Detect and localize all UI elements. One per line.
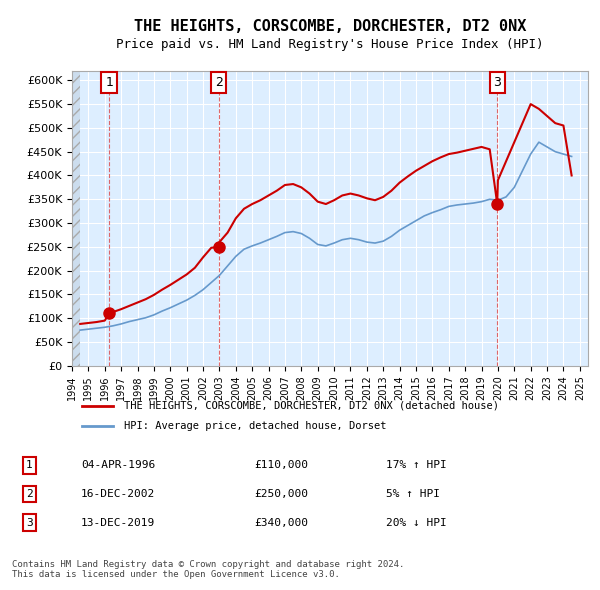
Text: 3: 3 (26, 518, 32, 527)
Text: 20% ↓ HPI: 20% ↓ HPI (386, 518, 447, 527)
Text: 2: 2 (26, 489, 32, 499)
Text: 04-APR-1996: 04-APR-1996 (81, 460, 155, 470)
Text: £340,000: £340,000 (254, 518, 308, 527)
Text: 16-DEC-2002: 16-DEC-2002 (81, 489, 155, 499)
Bar (72, 71, 80, 366)
Text: £110,000: £110,000 (254, 460, 308, 470)
Text: 3: 3 (493, 76, 501, 89)
Text: 5% ↑ HPI: 5% ↑ HPI (386, 489, 440, 499)
Text: THE HEIGHTS, CORSCOMBE, DORCHESTER, DT2 0NX (detached house): THE HEIGHTS, CORSCOMBE, DORCHESTER, DT2 … (124, 401, 499, 411)
Text: 17% ↑ HPI: 17% ↑ HPI (386, 460, 447, 470)
Text: 13-DEC-2019: 13-DEC-2019 (81, 518, 155, 527)
Text: 2: 2 (215, 76, 223, 89)
Text: 1: 1 (105, 76, 113, 89)
Text: 1: 1 (26, 460, 32, 470)
Text: Contains HM Land Registry data © Crown copyright and database right 2024.
This d: Contains HM Land Registry data © Crown c… (12, 560, 404, 579)
Text: Price paid vs. HM Land Registry's House Price Index (HPI): Price paid vs. HM Land Registry's House … (116, 38, 544, 51)
Text: THE HEIGHTS, CORSCOMBE, DORCHESTER, DT2 0NX: THE HEIGHTS, CORSCOMBE, DORCHESTER, DT2 … (134, 19, 526, 34)
Text: HPI: Average price, detached house, Dorset: HPI: Average price, detached house, Dors… (124, 421, 386, 431)
Text: £250,000: £250,000 (254, 489, 308, 499)
